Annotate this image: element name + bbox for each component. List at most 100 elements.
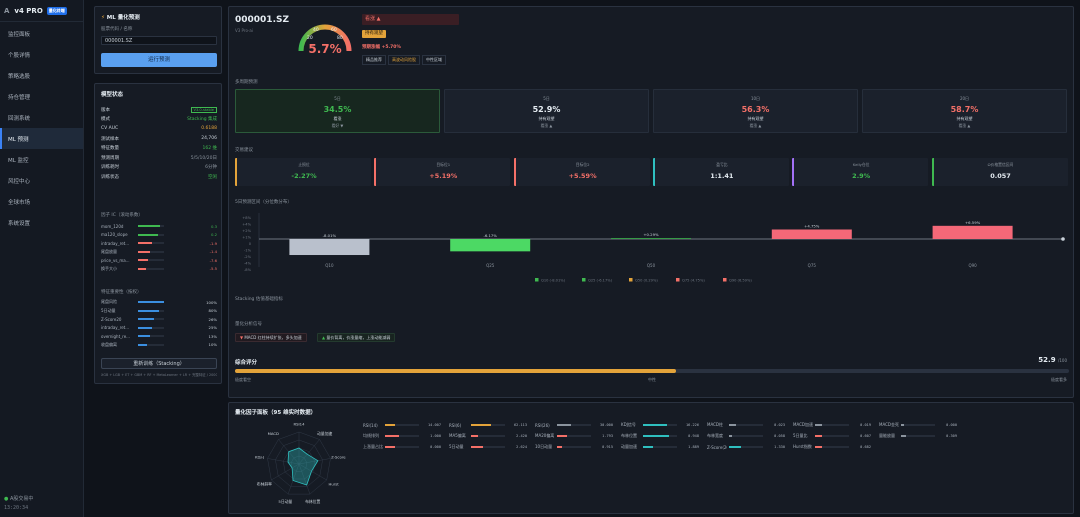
factor-cell: 动量加速 1.889 [621,442,699,452]
sidebar-item-9[interactable]: 系统设置 [8,220,31,227]
run-predict-button[interactable]: 运行预测 [101,53,217,67]
period-card-0[interactable]: 5日 34.5% 看涨 看好 ▼ [235,89,440,133]
trade-card-value: 0.057 [990,172,1011,180]
sidebar-item-5[interactable]: ML 预测 [0,128,83,149]
bar-Q10 [289,239,370,256]
factor-cell-name: MACD柱 [707,422,723,427]
factor-bar-fill [138,250,150,253]
factor-name: 换手大小 [101,265,117,271]
factor-bar [138,259,164,262]
factor-cell-fill [471,446,483,448]
factor-cell-bar [557,446,591,448]
market-status: A股交易中 [9,496,34,502]
kv-key: CV AUC [101,126,119,132]
factor-cell-name: RSI(6) [449,422,462,428]
factor-cell-bar [643,435,677,437]
factor-bar [138,267,164,270]
score-label: 综合评分 [235,360,258,366]
sidebar-item-8[interactable]: 全球市场 [8,199,31,206]
factor-value: 80% [208,308,217,314]
trade-card-2: 目标位2 +5.59% [513,158,650,186]
legend-label: Q25 (-6.17%) [588,278,613,282]
factor-value: 13% [208,333,217,339]
y-tick-label: +1% [242,236,251,240]
prediction-main: 000001.SZ V3 Pro-ai 40 60 20 80 5.7% 看涨 … [228,6,1074,398]
importance-title: 特征重要性（按权） [101,290,142,295]
factor-value: 25% [208,325,217,331]
ic-title: 因子 IC（滚动系数） [101,213,143,218]
app-name: v4 PRO [14,6,43,15]
sidebar-item-4[interactable]: 回测系统 [8,115,31,122]
trade-card-4: Kelly仓位 2.9% [792,158,929,186]
header-tag-2: 中性区域 [422,55,446,65]
factor-radar: RSI14 动量加速 Z-Score Hurst 布林位置 5日动量 布林斜率 KDJ-J MA… [255,422,346,505]
analysis-tag-volume: ▲ 量价背离，价涨量缩，上涨动能减弱 [317,333,396,342]
sidebar-item-3[interactable]: 持仓管理 [8,94,31,101]
kv-value: 24,706 [201,136,217,142]
factor-row: overnight_re... 13% [101,332,217,341]
trade-card-label: Kelly仓位 [852,162,870,167]
period-card-signal: 持有观望 [956,116,973,121]
period-card-3[interactable]: 20日 58.7% 持有观望 看涨 ▲ [862,89,1067,133]
score-value: 52.9 [1038,356,1056,364]
factor-bar [138,335,164,338]
factor-cell-bar [385,435,419,437]
factor-bar-fill [138,233,158,236]
factor-cell-bar [643,424,677,426]
down-icon: ▼ [240,335,244,340]
sidebar-item-0[interactable]: 监控面板 [8,31,31,38]
y-tick-label: +8% [242,216,251,220]
factor-row: price_vs_ma... -7.6 [101,256,217,265]
factor-row: 换手大小 -5.5 [101,265,217,274]
sidebar-item-7[interactable]: 风控中心 [8,178,31,185]
factor-cell-fill [557,424,571,426]
factor-cell-value: 0.058 [774,434,785,438]
factor-cell-value: 2.624 [516,445,527,449]
radar-spoke [287,463,300,495]
period-card-signal: 持有观望 [747,116,764,121]
x-tick-label: Q50 [647,263,656,268]
importance-list: 尾盘风险 100% 5日动量 80% Z-Score20 26% intraday_ret.… [101,298,217,349]
factor-row: intraday_ret... 25% [101,324,217,333]
factor-cell: Z-Score(20) 1.330 [707,442,785,452]
predict-title-text: ML 量化预测 [106,15,140,21]
analysis-label: 量化分析信号 [235,322,262,327]
factor-value: 26% [208,316,217,322]
y-tick-label: +2% [242,229,251,233]
retrain-button[interactable]: 重新训练（Stacking） [101,358,217,369]
model-kv-row: 版本 V3.0-stable [101,105,217,115]
factor-cell-fill [643,435,669,437]
kv-value: 0.6188 [201,126,217,132]
factor-cell-fill [815,435,822,437]
factor-cell-name: RSI(26) [535,422,550,428]
model-status-title: 模型状态 [101,92,124,98]
model-footnote: XGB + LGB + ET + GBM + RF + MetaLearner … [101,373,217,377]
factor-name: 5日动量 [101,307,116,313]
bar-value-label: +6.59% [965,220,981,225]
factor-cell-name: 5日动量 [449,444,464,449]
period-card-value: 58.7% [950,105,979,114]
factor-cell: 量能放量 0.309 [879,431,957,441]
score-unit: /100 [1058,358,1067,363]
factor-name: ma120_slope [101,232,128,238]
app-logo[interactable]: A v4 PRO 量化终端 [0,0,83,22]
factor-cell: MACD加速 0.019 [793,420,871,430]
factor-cell-bar [729,435,763,437]
radar-label: 动量加速 [317,431,332,436]
trade-card-1: 目标位1 +5.19% [374,158,511,186]
factor-cell: 10日动量 0.915 [535,442,613,452]
period-card-1[interactable]: 5日 52.9% 持有观望 看涨 ▲ [444,89,649,133]
factor-row: ma120_slope 0.2 [101,231,217,240]
factor-name: overnight_re... [101,333,130,339]
factor-bar [138,301,164,304]
zero-line-end-dot [1061,237,1065,241]
factor-cell-value: 1.889 [688,445,699,449]
code-input[interactable]: 000001.SZ [101,36,217,45]
sidebar-item-1[interactable]: 个股详情 [8,52,31,59]
period-card-2[interactable]: 10日 56.3% 持有观望 看涨 ▲ [653,89,858,133]
legend-label: Q10 (-8.01%) [541,278,566,282]
factor-cell: 5日动量 2.624 [449,442,527,452]
sidebar-item-6[interactable]: ML 监控 [8,157,29,164]
sidebar-item-2[interactable]: 策略选股 [8,73,31,80]
bar-Q25 [450,239,531,252]
